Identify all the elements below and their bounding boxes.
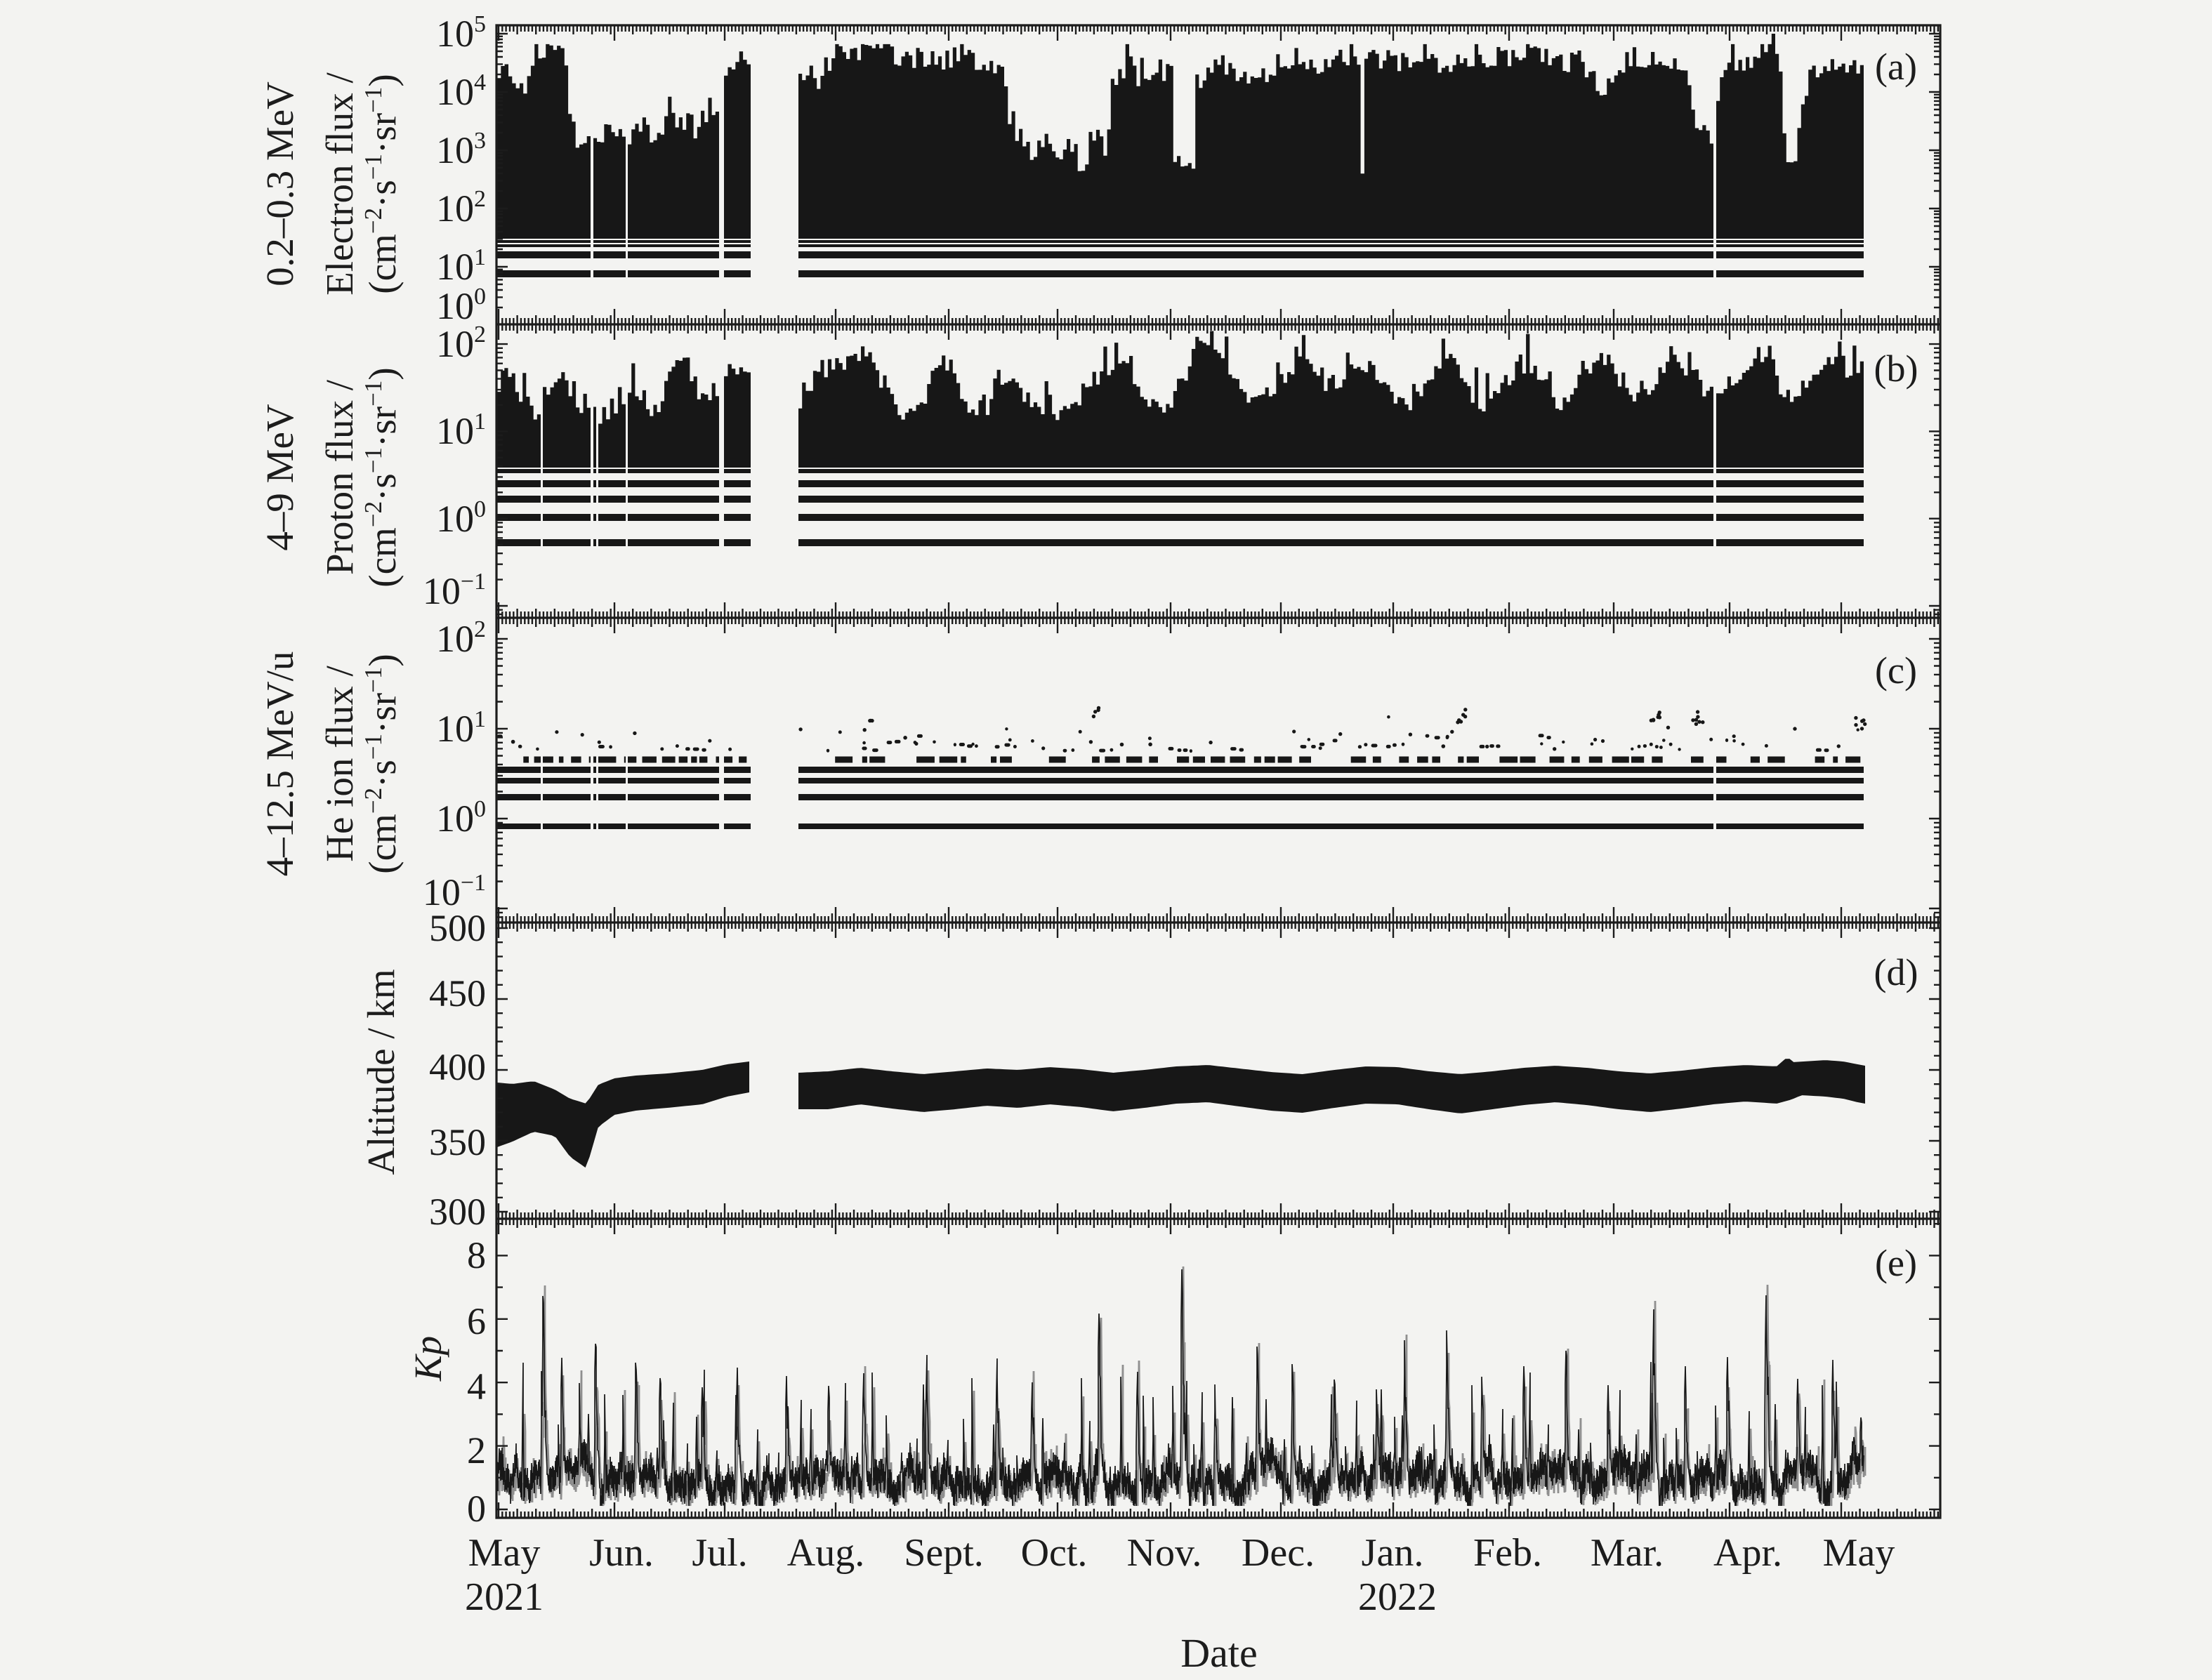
svg-text:6: 6 xyxy=(467,1300,486,1342)
svg-text:(d): (d) xyxy=(1874,951,1918,993)
svg-text:(a): (a) xyxy=(1875,46,1917,88)
svg-text:(c): (c) xyxy=(1875,649,1917,692)
svg-text:Altitude / km: Altitude / km xyxy=(360,969,402,1175)
svg-text:Jul.: Jul. xyxy=(692,1531,747,1575)
svg-text:350: 350 xyxy=(429,1121,486,1163)
svg-text:He ion flux /: He ion flux / xyxy=(318,666,361,862)
svg-text:Nov.: Nov. xyxy=(1127,1531,1202,1575)
svg-text:Oct.: Oct. xyxy=(1021,1531,1088,1575)
svg-text:0: 0 xyxy=(467,1488,486,1530)
svg-text:101: 101 xyxy=(436,706,486,750)
svg-text:Mar.: Mar. xyxy=(1591,1531,1664,1575)
svg-text:Jun.: Jun. xyxy=(589,1531,654,1575)
svg-text:Apr.: Apr. xyxy=(1713,1531,1782,1575)
svg-text:Sept.: Sept. xyxy=(904,1531,984,1575)
svg-text:300: 300 xyxy=(429,1191,486,1233)
svg-text:(b): (b) xyxy=(1874,348,1918,390)
svg-text:Jan.: Jan. xyxy=(1362,1531,1424,1575)
svg-text:2: 2 xyxy=(467,1429,486,1471)
svg-text:Kp: Kp xyxy=(407,1336,449,1382)
svg-text:4: 4 xyxy=(467,1365,486,1408)
svg-text:400: 400 xyxy=(429,1046,486,1088)
svg-text:May: May xyxy=(1823,1531,1895,1575)
svg-text:500: 500 xyxy=(429,907,486,949)
svg-text:Dec.: Dec. xyxy=(1242,1531,1315,1575)
svg-text:(cm−2·s−1·sr−1): (cm−2·s−1·sr−1) xyxy=(360,367,404,587)
svg-text:Feb.: Feb. xyxy=(1473,1531,1542,1575)
svg-text:Electron flux /: Electron flux / xyxy=(318,72,361,295)
svg-text:(e): (e) xyxy=(1875,1242,1917,1284)
svg-text:8: 8 xyxy=(467,1234,486,1276)
svg-text:4–12.5 MeV/u: 4–12.5 MeV/u xyxy=(258,652,301,877)
svg-text:2021: 2021 xyxy=(465,1575,544,1619)
svg-text:0.2–0.3 MeV: 0.2–0.3 MeV xyxy=(258,81,301,286)
svg-text:2022: 2022 xyxy=(1358,1575,1437,1619)
svg-text:4–9 MeV: 4–9 MeV xyxy=(258,404,301,551)
svg-text:Date: Date xyxy=(1180,1630,1258,1676)
svg-text:Aug.: Aug. xyxy=(787,1531,864,1575)
svg-text:104: 104 xyxy=(436,70,486,113)
svg-text:Proton flux /: Proton flux / xyxy=(318,379,361,575)
svg-text:May: May xyxy=(468,1531,541,1575)
svg-text:450: 450 xyxy=(429,972,486,1014)
